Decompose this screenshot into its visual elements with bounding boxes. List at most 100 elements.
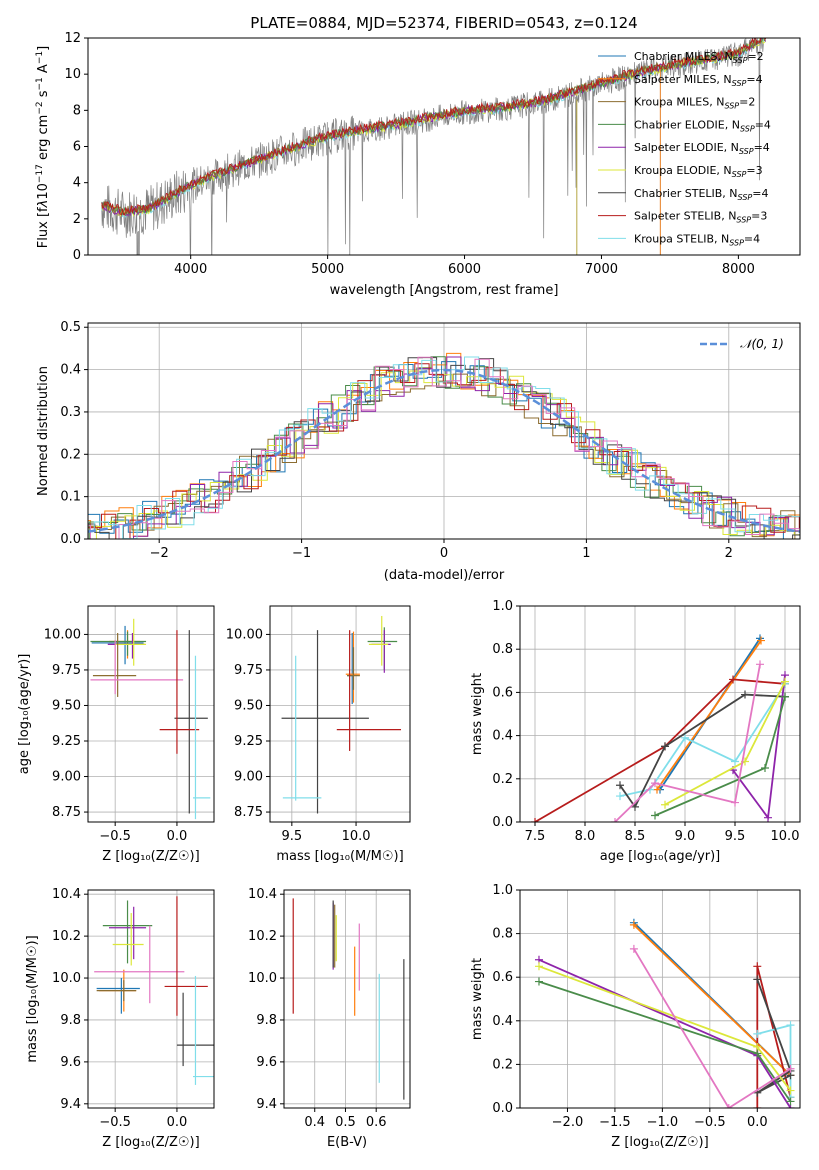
- mw-z-point-marker: [786, 1064, 795, 1073]
- legend-subscript: SSP: [729, 238, 744, 247]
- age-z-panel-x-tick-label: 0.0: [167, 829, 188, 844]
- spectrum-model-line: [101, 38, 766, 216]
- mw-age-point-marker: [731, 798, 739, 807]
- spectrum-legend-label: Kroupa STELIB, NSSP=4: [634, 232, 760, 247]
- mw-z-panel-y-tick-label: 0.0: [492, 1101, 513, 1116]
- mw-z-panel-y-tick-label: 0.2: [492, 1057, 513, 1072]
- mw-age-series-line: [619, 683, 786, 797]
- mass-z-panel-frame: [87, 889, 215, 1109]
- mw-age-point-marker: [757, 636, 765, 645]
- legend-count: =4: [744, 232, 760, 245]
- mw-age-point-marker: [651, 811, 659, 820]
- mw-z-panel-y-tick-label: 1.0: [492, 883, 513, 898]
- histogram-y-tick-label: 0.0: [60, 532, 81, 547]
- histogram-step-line: [88, 357, 800, 539]
- mw-age-point-marker: [651, 779, 659, 788]
- mw-age-panel: 7.5 8.0 8.5 9.0 9.5 10.0 0.0 0.2 0.4 0.6 0.8 1.0 age…: [470, 599, 801, 864]
- age-z-x-axis-label: Z [log₁₀(Z/Z☉)]: [102, 849, 199, 864]
- mass-ebv-panel-x-tick-label: 0.6: [366, 1115, 387, 1130]
- histogram-y-tick-label: 0.1: [60, 490, 81, 505]
- mass-z-panel: −0.5 0.0 9.4 9.6 9.8 10.0 10.2 10.4 Z [log₁₀(Z/Z…: [25, 887, 215, 1150]
- mw-age-y-axis-label: mass weight: [470, 673, 485, 755]
- mw-age-point-marker: [764, 813, 772, 822]
- legend-count: =3: [746, 164, 762, 177]
- mass-z-panel-y-tick-label: 10.2: [52, 929, 81, 944]
- mass-z-panel-y-tick-label: 9.8: [60, 1013, 81, 1028]
- mass-z-panel-y-tick-label: 10.0: [52, 971, 81, 986]
- age-mass-panel-y-tick-label: 9.50: [234, 698, 263, 713]
- histogram-step-line: [88, 356, 800, 539]
- age-z-panel-y-tick-label: 9.25: [52, 734, 81, 749]
- histogram-step-line: [88, 356, 800, 539]
- mw-z-series-line: [538, 958, 792, 1108]
- mw-age-point-marker: [631, 802, 639, 811]
- mw-z-panel-y-tick-label: 0.4: [492, 1014, 513, 1029]
- age-mass-panel-y-tick-label: 10.00: [226, 627, 263, 642]
- mw-age-panel-y-tick-label: 0.8: [492, 642, 513, 657]
- spectrum-y-axis-label: Flux [fλ10−17 erg cm−2 s−1 A−1]: [35, 46, 51, 248]
- mw-age-point-marker: [741, 690, 749, 699]
- histogram-x-axis-label: (data-model)/error: [384, 568, 505, 583]
- mw-age-series-line: [614, 664, 761, 822]
- histogram-y-tick-label: 0.3: [60, 405, 81, 420]
- mw-age-point-marker: [781, 692, 789, 701]
- age-mass-panel-y-tick-label: 8.75: [234, 805, 263, 820]
- histogram-y-tick-label: 0.2: [60, 447, 81, 462]
- legend-count: =4: [755, 118, 771, 131]
- mw-z-point-marker: [753, 1049, 762, 1058]
- age-z-panel-y-tick-label: 9.00: [52, 770, 81, 785]
- mw-age-panel-y-tick-label: 0.2: [492, 772, 513, 787]
- mass-ebv-panel-y-tick-label: 9.8: [256, 1013, 277, 1028]
- histogram-y-tick-label: 0.5: [60, 320, 81, 335]
- mw-age-point-marker: [616, 781, 624, 790]
- legend-count: =4: [754, 141, 770, 154]
- spectrum-legend-label: Salpeter STELIB, NSSP=3: [634, 210, 767, 225]
- mw-age-panel-x-tick-label: 10.0: [771, 829, 800, 844]
- mw-z-panel-marks: [534, 918, 795, 1108]
- gauss-legend-label: 𝒩(0, 1): [740, 337, 784, 351]
- spectrum-y-tick-label: 12: [64, 31, 81, 46]
- legend-subscript: SSP: [740, 124, 755, 133]
- mw-age-panel-marks: [531, 634, 789, 822]
- mass-z-y-axis-label: mass [log₁₀(M/M☉)]: [25, 935, 40, 1062]
- mw-age-panel-x-tick-label: 8.5: [625, 829, 646, 844]
- mass-ebv-panel-y-tick-label: 10.0: [248, 971, 277, 986]
- legend-subscript: SSP: [732, 170, 747, 179]
- mw-age-panel-frame: [519, 605, 801, 823]
- mass-z-x-axis-label: Z [log₁₀(Z/Z☉)]: [102, 1135, 199, 1150]
- spectrum-legend-label: Kroupa ELODIE, NSSP=3: [634, 164, 763, 179]
- age-mass-panel-x-tick-label: 9.5: [281, 829, 302, 844]
- spectrum-x-tick-label: 4000: [174, 262, 207, 277]
- mw-z-panel-x-tick-label: −2.0: [552, 1115, 584, 1130]
- mw-age-point-marker: [756, 660, 764, 669]
- mass-ebv-x-axis-label: E(B-V): [327, 1135, 367, 1150]
- mw-age-point-marker: [681, 733, 689, 742]
- age-z-panel-y-tick-label: 9.50: [52, 698, 81, 713]
- legend-subscript: SSP: [738, 193, 753, 202]
- mw-z-point-marker: [534, 962, 543, 971]
- mw-z-series-line: [633, 924, 792, 1076]
- mw-z-point-marker: [786, 1021, 795, 1030]
- spectrum-legend-label: Salpeter MILES, NSSP=4: [634, 73, 763, 88]
- spectrum-panel: PLATE=0884, MJD=52374, FIBERID=0543, z=0…: [35, 14, 801, 298]
- mw-age-point-marker: [653, 785, 661, 794]
- mw-z-y-axis-label: mass weight: [470, 958, 485, 1040]
- legend-count: =3: [751, 210, 767, 223]
- histogram-x-tick-label: 0: [440, 546, 448, 561]
- legend-count: =4: [746, 73, 762, 86]
- mw-age-point-marker: [531, 818, 539, 822]
- age-mass-x-axis-label: mass [log₁₀(M/M☉)]: [276, 849, 403, 864]
- spectrum-x-tick-label: 5000: [311, 262, 344, 277]
- mass-ebv-panel-y-tick-label: 9.6: [256, 1055, 277, 1070]
- mass-ebv-panel: 0.4 0.5 0.6 9.4 9.6 9.8 10.0 10.2 10.4 E(B-V): [248, 887, 411, 1150]
- histogram-step-line: [88, 356, 800, 539]
- mw-age-panel-x-tick-label: 9.5: [725, 829, 746, 844]
- mass-z-panel-x-tick-label: −0.5: [99, 1115, 131, 1130]
- histogram-y-tick-label: 0.4: [60, 363, 81, 378]
- spectrum-y-tick-label: 2: [73, 212, 81, 227]
- mw-z-point-marker: [786, 1097, 795, 1106]
- mw-z-x-axis-label: Z [log₁₀(Z/Z☉)]: [611, 1135, 708, 1150]
- mass-ebv-panel-y-tick-label: 10.2: [248, 929, 277, 944]
- legend-count: =2: [739, 96, 755, 109]
- age-mass-panel-y-tick-label: 9.25: [234, 734, 263, 749]
